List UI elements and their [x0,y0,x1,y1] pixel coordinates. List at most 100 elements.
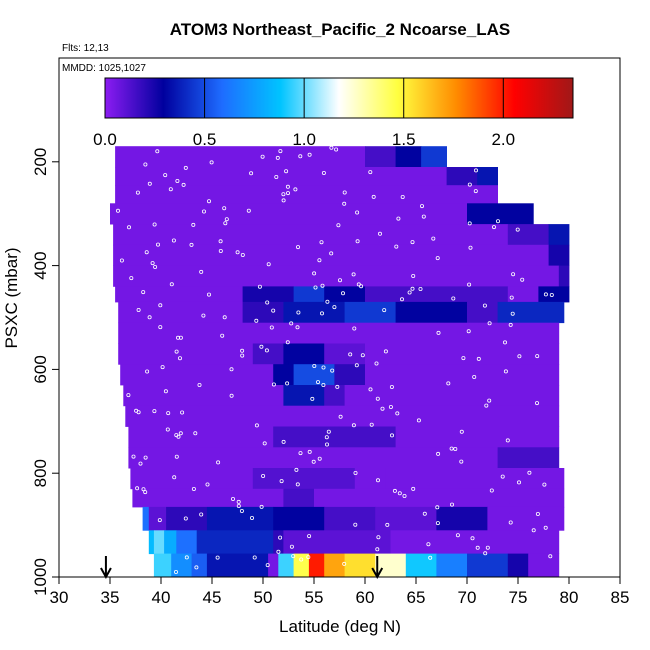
heatmap-cell [113,224,509,246]
observation-point [410,286,415,291]
heatmap-cell [113,244,549,266]
heatmap-cell [273,364,294,386]
observation-point [315,380,320,385]
observation-point [298,154,303,159]
observation-point [178,431,183,436]
heatmap-cell [115,286,243,303]
heatmap-cell [507,553,529,577]
observation-point [278,149,283,154]
observation-point [240,252,245,257]
observation-point [174,349,179,354]
observation-point [394,244,399,249]
colorbar-tick-label: 2.0 [491,130,515,149]
observation-point [193,431,198,436]
observation-point [422,511,427,516]
observation-point [201,313,206,318]
heatmap-cell [324,343,366,365]
observation-point [306,555,311,560]
x-axis-label: Latitude (deg N) [279,617,401,636]
observation-point [173,570,178,575]
observation-point [271,382,276,387]
observation-point [455,533,460,538]
observation-point [307,152,312,157]
observation-point [517,480,522,485]
heatmap-cell [507,224,549,246]
heatmap-cell [110,203,468,225]
observation-point [360,353,365,358]
observation-point [520,277,525,282]
observation-point [489,488,494,493]
observation-point [407,290,412,295]
observation-point [265,300,270,305]
heatmap-cell [365,286,509,303]
heatmap-cell [395,146,422,168]
observation-point [355,239,360,244]
heatmap-cell [273,426,396,448]
heatmap-cell [344,385,560,407]
observation-point [329,251,334,256]
heatmap-cell [273,530,284,555]
heatmap-cell [242,286,294,303]
observation-point [144,250,149,255]
x-tick-label: 85 [611,588,630,607]
observation-point [289,321,294,326]
observation-point [180,410,185,415]
observation-point [484,403,489,408]
colorbar-ticks: 0.0 0.5 1.0 1.5 2.0 [93,78,515,149]
observation-point [487,398,492,403]
observation-point [127,225,132,230]
heatmap-cell [115,185,498,204]
observation-point [259,344,264,349]
observation-point [262,441,267,446]
heatmap-cell [558,265,570,287]
x-tick-label: 80 [560,588,579,607]
x-tick-label: 35 [101,588,120,607]
observation-point [466,329,471,334]
observation-point [337,278,342,283]
observation-point [229,393,234,398]
heatmap-cells [110,146,570,577]
heatmap-cell [283,385,325,407]
observation-point [194,565,199,570]
chart-title: ATOM3 Northeast_Pacific_2 Ncoarse_LAS [170,20,510,39]
observation-point [174,454,179,459]
observation-point [141,290,146,295]
observation-point [376,535,381,540]
observation-point [295,325,300,330]
heatmap-cell [395,301,468,324]
x-tick-label: 50 [254,588,273,607]
observation-point [487,321,492,326]
observation-point [392,488,397,493]
observation-point [307,534,312,539]
observation-point [172,475,177,480]
observation-point [209,160,214,165]
observation-point [152,222,157,227]
observation-point [254,423,259,428]
observation-point [136,307,141,312]
observation-point [502,340,507,345]
observation-point [321,170,326,175]
observation-point [353,522,358,527]
observation-point [181,182,186,187]
heatmap-cell [115,167,447,186]
observation-point [285,381,290,386]
heatmap-cell [344,553,376,577]
heatmap-cell [324,506,376,531]
observation-point [141,487,146,492]
observation-point [543,525,548,530]
observation-point [482,303,487,308]
observation-point [508,520,513,525]
observation-point [183,516,188,521]
observation-point [281,198,286,203]
observation-point [468,245,473,250]
observation-point [199,269,204,274]
heatmap-cell [308,553,325,577]
heatmap-cell [538,286,570,303]
heatmap-cell [176,530,198,555]
heatmap-cell [497,447,560,469]
observation-point [296,310,301,315]
observation-point [351,423,356,428]
colorbar: 0.0 0.5 1.0 1.5 2.0 [93,77,574,149]
observation-point [224,217,229,222]
heatmap-cell [487,506,565,531]
